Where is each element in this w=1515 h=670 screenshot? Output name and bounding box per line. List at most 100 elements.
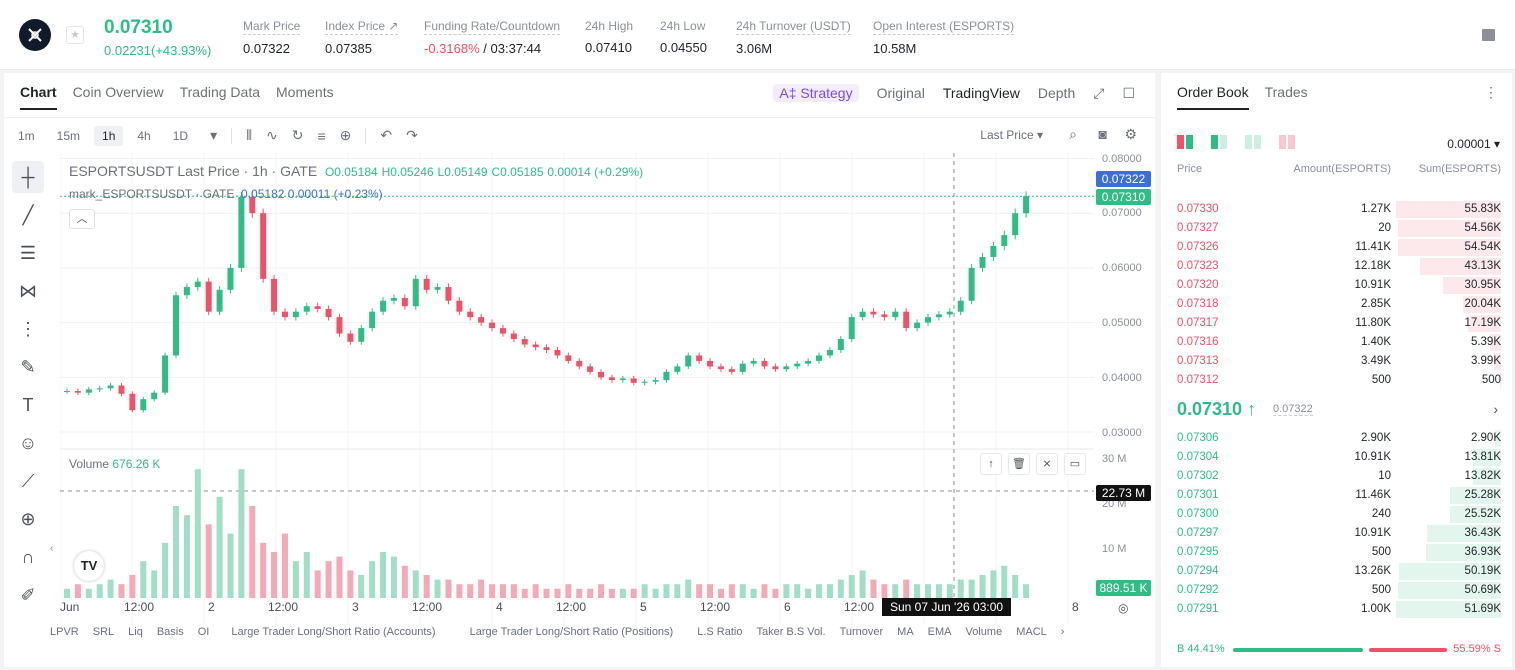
maximize-icon[interactable]: ▭ [1064, 453, 1086, 475]
gear-icon[interactable]: ⚙ [1124, 126, 1137, 142]
price-chart[interactable] [60, 153, 1094, 625]
collapse-icon[interactable]: ⨯ [1036, 453, 1058, 475]
view-original[interactable]: Original [876, 85, 925, 101]
add-icon[interactable]: ⊕ [339, 127, 352, 143]
guide-book-icon[interactable] [1482, 29, 1495, 41]
view-asks-only-icon[interactable] [1279, 135, 1295, 149]
undo-icon[interactable]: ↶ [380, 127, 393, 143]
candle-body [783, 366, 790, 370]
bid-row[interactable]: 0.07306 2.90K 2.90K [1177, 429, 1501, 448]
tf-1h[interactable]: 1h [94, 125, 124, 146]
template-icon[interactable]: ≡ [317, 127, 326, 144]
bid-row[interactable]: 0.07297 10.91K 36.43K [1177, 524, 1501, 543]
chart-canvas[interactable] [60, 153, 1094, 625]
indicator-lt-positions[interactable]: Large Trader Long/Short Ratio (Positions… [469, 626, 674, 638]
ask-row[interactable]: 0.07330 1.27K 55.83K [1177, 200, 1501, 219]
bid-row[interactable]: 0.07300 240 25.52K [1177, 505, 1501, 524]
view-both-icon[interactable] [1177, 135, 1193, 149]
collapse-legend-button[interactable]: ︿ [69, 209, 95, 229]
search-icon[interactable]: ⌕ [1069, 126, 1077, 142]
indicator-lt-accounts[interactable]: Large Trader Long/Short Ratio (Accounts) [231, 626, 436, 638]
stat-index-price[interactable]: Index Price ↗ 0.07385 [325, 19, 399, 56]
tab-chart[interactable]: Chart [20, 84, 57, 110]
ask-row[interactable]: 0.07313 3.49K 3.99K [1177, 352, 1501, 371]
indicator-macl[interactable]: MACL [1016, 626, 1047, 638]
tab-coin-overview[interactable]: Coin Overview [72, 84, 164, 100]
tab-order-book[interactable]: Order Book [1177, 84, 1249, 110]
precision-select[interactable]: 0.00001 ▾ [1447, 137, 1500, 151]
view-tradingview[interactable]: TradingView [942, 85, 1020, 101]
bid-row[interactable]: 0.07295 500 36.93K [1177, 543, 1501, 562]
time-axis[interactable]: Jun 12:00 2 12:00 3 12:00 4 12:00 5 12:0… [60, 600, 1094, 618]
view-depth[interactable]: Depth [1037, 85, 1076, 101]
ask-row[interactable]: 0.07327 20 54.56K [1177, 219, 1501, 238]
expand-icon[interactable]: ⤢ [1093, 84, 1105, 101]
tab-trading-data[interactable]: Trading Data [179, 84, 261, 100]
crosshair-icon[interactable]: ┼ [12, 161, 44, 193]
refresh-icon[interactable]: ↻ [291, 127, 304, 143]
tf-1m[interactable]: 1m [18, 128, 35, 143]
tf-4h[interactable]: 4h [137, 128, 151, 143]
sell-ratio-bar [1369, 648, 1447, 652]
horizontal-lines-icon[interactable]: ☰ [19, 242, 37, 263]
ruler-icon[interactable]: ⟋ [21, 470, 35, 491]
more-icon[interactable]: ⋮ [1484, 84, 1498, 100]
bid-row[interactable]: 0.07304 10.91K 13.81K [1177, 448, 1501, 467]
bid-row[interactable]: 0.07291 1.00K 51.69K [1177, 600, 1501, 619]
indicator-ls-ratio[interactable]: L.S Ratio [697, 626, 743, 638]
ask-row[interactable]: 0.07326 11.41K 54.54K [1177, 238, 1501, 257]
candle-type-icon[interactable]: ⫴ [246, 127, 252, 143]
indicator-lpvr[interactable]: LPVR [50, 626, 79, 638]
trendline-icon[interactable]: ╱ [22, 204, 34, 225]
bid-row[interactable]: 0.07301 11.46K 25.28K [1177, 486, 1501, 505]
pencil-icon[interactable]: ✐ [20, 584, 36, 605]
indicator-ma[interactable]: MA [897, 626, 914, 638]
tab-moments[interactable]: Moments [276, 84, 334, 100]
bid-row[interactable]: 0.07292 500 50.69K [1177, 581, 1501, 600]
indicator-taker-vol[interactable]: Taker B.S Vol. [756, 626, 826, 638]
ask-row[interactable]: 0.07317 11.80K 17.19K [1177, 314, 1501, 333]
strategy-button[interactable]: A‡ Strategy [773, 84, 859, 102]
magnet-icon[interactable]: ∩ [21, 546, 35, 567]
bid-row[interactable]: 0.07302 10 13.82K [1177, 467, 1501, 486]
delete-icon[interactable]: 🗑 [1008, 453, 1030, 475]
chart-settings-icon[interactable]: ◎ [1118, 601, 1129, 615]
move-up-icon[interactable]: ↑ [980, 453, 1002, 475]
indicator-oi[interactable]: OI [197, 626, 210, 638]
fib-icon[interactable]: ⋮ [19, 318, 37, 339]
text-icon[interactable]: T [22, 394, 34, 415]
chevron-down-icon[interactable]: ▾ [210, 127, 218, 143]
redo-icon[interactable]: ↷ [406, 127, 418, 143]
ask-row[interactable]: 0.07323 12.18K 43.13K [1177, 257, 1501, 276]
view-bids-icon[interactable] [1211, 135, 1227, 149]
camera-icon[interactable]: ◙ [1098, 126, 1107, 142]
indicator-liq[interactable]: Liq [128, 626, 143, 638]
price-type-select[interactable]: Last Price ▾ [980, 128, 1043, 142]
indicators-icon[interactable]: ∿ [266, 127, 278, 143]
zoom-icon[interactable]: ⊕ [20, 508, 36, 529]
side-collapse-icon[interactable]: ‹ [50, 543, 54, 554]
depth-bar [1473, 449, 1501, 466]
bid-row[interactable]: 0.07294 13.26K 50.19K [1177, 562, 1501, 581]
view-asks-icon[interactable] [1245, 135, 1261, 149]
ask-row[interactable]: 0.07318 2.85K 20.04K [1177, 295, 1501, 314]
price-axis[interactable]: 0.08000 0.07000 0.06000 0.05000 0.04000 … [1094, 153, 1155, 625]
chevron-right-icon[interactable]: › [1493, 401, 1498, 417]
chevron-right-icon[interactable]: › [1060, 626, 1065, 638]
indicator-srl[interactable]: SRL [92, 626, 115, 638]
ask-row[interactable]: 0.07316 1.40K 5.39K [1177, 333, 1501, 352]
indicator-volume[interactable]: Volume [965, 626, 1003, 638]
favorite-star-icon[interactable]: ★ [66, 26, 84, 44]
tf-1d[interactable]: 1D [172, 128, 189, 143]
pattern-icon[interactable]: ⋈ [19, 280, 37, 301]
emoji-icon[interactable]: ☺ [18, 432, 38, 453]
indicator-basis[interactable]: Basis [156, 626, 184, 638]
ask-row[interactable]: 0.07320 10.91K 30.95K [1177, 276, 1501, 295]
tab-trades[interactable]: Trades [1264, 84, 1308, 100]
ask-row[interactable]: 0.07312 500 500 [1177, 371, 1501, 390]
tf-15m[interactable]: 15m [56, 128, 81, 143]
brush-icon[interactable]: ✎ [20, 356, 36, 377]
indicator-ema[interactable]: EMA [927, 626, 952, 638]
window-icon[interactable]: ☐ [1122, 84, 1135, 101]
indicator-turnover[interactable]: Turnover [839, 626, 884, 638]
